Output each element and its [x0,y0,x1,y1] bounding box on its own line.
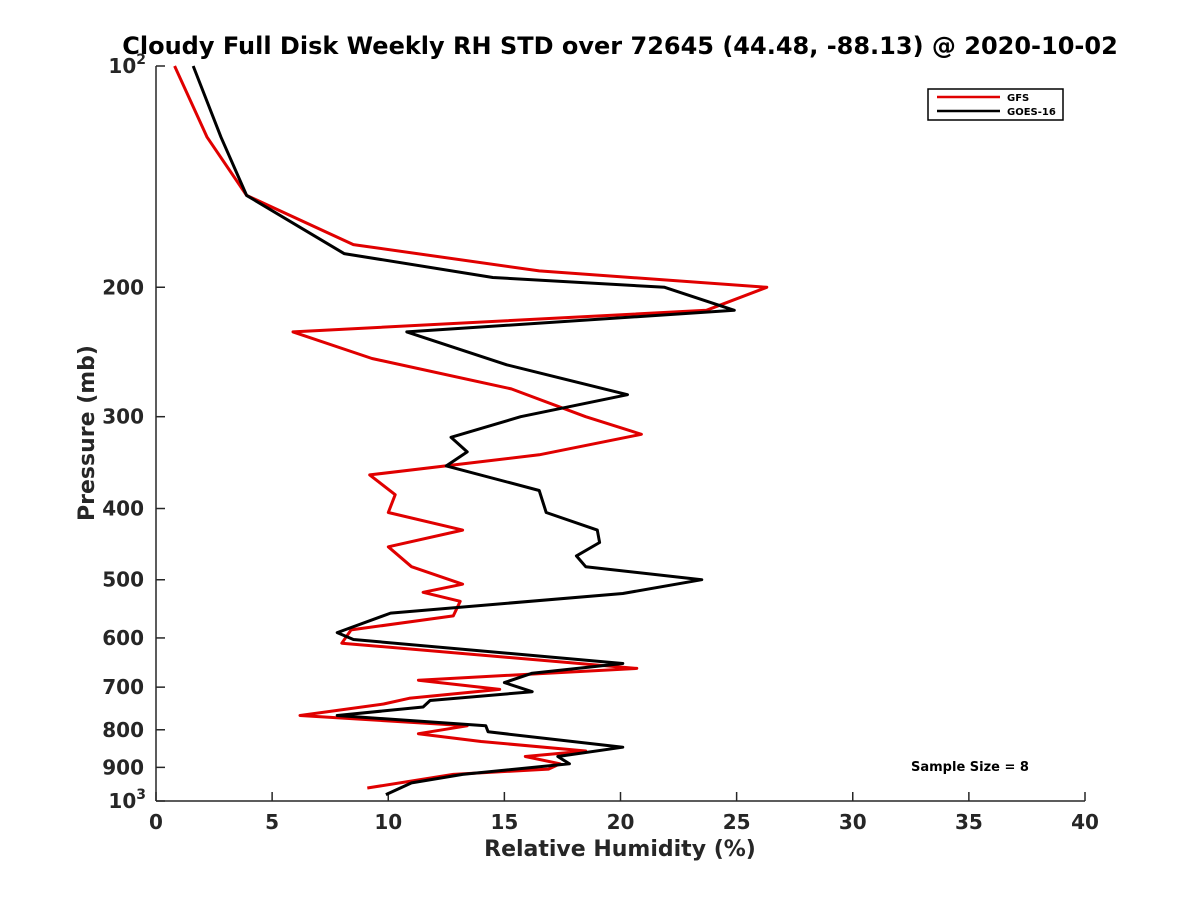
y-tick-label: 103 [108,787,146,813]
chart-title: Cloudy Full Disk Weekly RH STD over 7264… [122,32,1118,60]
x-tick-label: 25 [723,810,751,834]
x-tick-label: 10 [374,810,402,834]
y-axis-ticks: 102 200 300 400 500 600 700 800 900 103 [102,52,165,813]
x-tick-label: 15 [490,810,518,834]
legend-label-goes-16: GOES-16 [1007,107,1056,118]
y-tick-label: 400 [102,497,144,521]
legend-box [927,88,1064,121]
y-tick-label: 500 [102,568,144,592]
y-tick-label: 200 [102,275,144,299]
x-axis-label: Relative Humidity (%) [484,837,756,862]
y-tick-label: 300 [102,405,144,429]
y-tick-label: 900 [102,755,144,779]
y-axis-label: Pressure (mb) [75,345,100,521]
x-tick-label: 0 [149,810,163,834]
y-tick-label: 600 [102,626,144,650]
y-tick-label: 102 [108,52,146,78]
legend-label-gfs: GFS [1007,93,1029,104]
sample-size-annotation: Sample Size = 8 [911,760,1029,775]
x-tick-label: 35 [955,810,983,834]
plot-area [155,66,1085,802]
x-tick-label: 30 [839,810,867,834]
legend: GFS GOES-16 [927,88,1064,121]
x-axis-ticks: 0 5 10 15 20 25 30 35 40 [149,792,1099,834]
x-tick-label: 20 [607,810,635,834]
y-tick-label: 700 [102,675,144,699]
y-tick-label: 800 [102,718,144,742]
x-tick-label: 5 [265,810,279,834]
series-line-goes-16 [191,65,736,796]
series-lines [173,65,769,796]
x-tick-label: 40 [1071,810,1099,834]
series-line-gfs [173,65,769,790]
